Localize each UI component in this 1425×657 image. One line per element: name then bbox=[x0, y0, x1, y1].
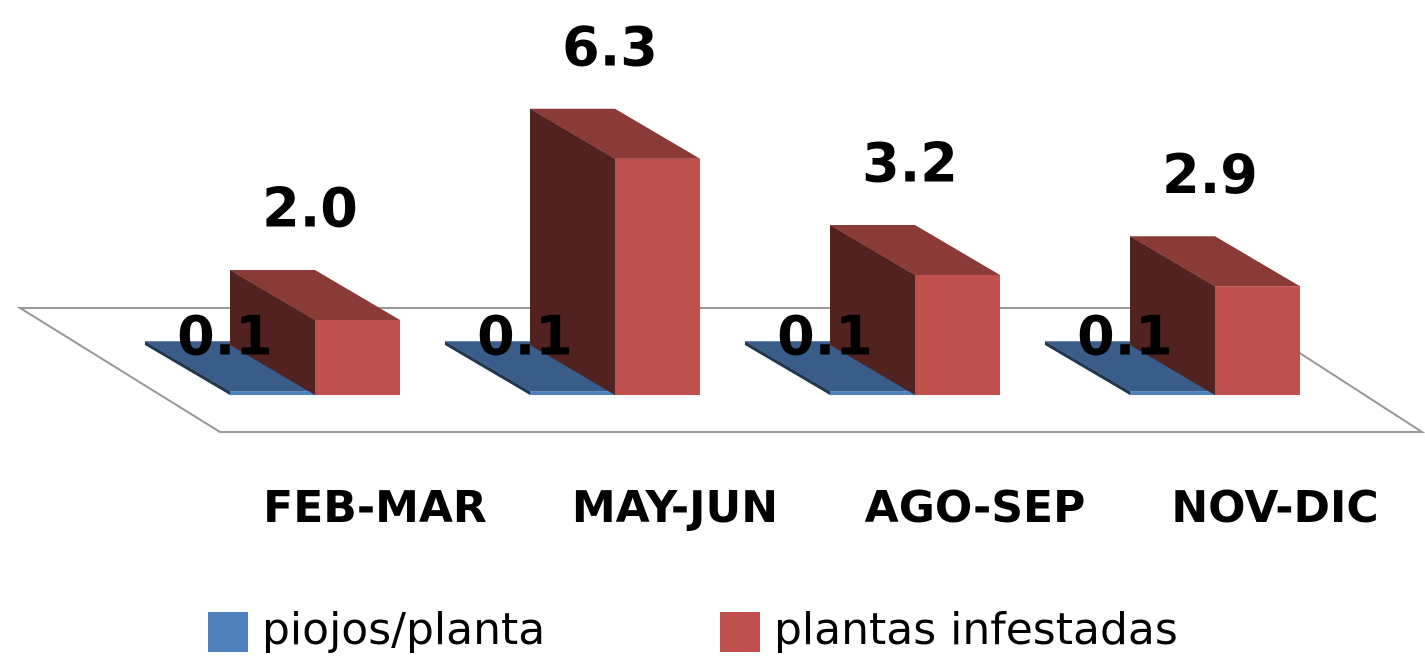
legend-label: plantas infestadas bbox=[774, 604, 1178, 655]
bar bbox=[915, 275, 1000, 395]
legend-label: piojos/planta bbox=[262, 604, 545, 655]
bar bbox=[315, 320, 400, 395]
bar bbox=[830, 391, 915, 395]
x-tick-label: NOV-DIC bbox=[1171, 482, 1378, 533]
bar bbox=[1130, 391, 1215, 395]
data-label: 6.3 bbox=[562, 15, 658, 78]
x-tick-label: FEB-MAR bbox=[263, 482, 487, 533]
bar-top bbox=[230, 270, 400, 320]
data-label: 2.0 bbox=[262, 177, 358, 240]
data-label: 0.1 bbox=[177, 305, 273, 368]
data-label: 0.1 bbox=[777, 305, 873, 368]
legend-swatch bbox=[208, 612, 248, 652]
bar-top bbox=[745, 341, 915, 392]
bar-top bbox=[1045, 341, 1215, 392]
bar-top bbox=[830, 225, 1000, 275]
bar-side bbox=[145, 341, 230, 395]
data-label: 0.1 bbox=[477, 305, 573, 368]
x-tick-label: AGO-SEP bbox=[865, 482, 1086, 533]
bar bbox=[615, 158, 700, 395]
data-label: 3.2 bbox=[862, 132, 958, 195]
legend-swatch bbox=[720, 612, 760, 652]
bar-side bbox=[230, 270, 315, 395]
bar-side bbox=[1130, 236, 1215, 395]
bar bbox=[530, 391, 615, 395]
bar bbox=[230, 391, 315, 395]
bar-side bbox=[745, 341, 830, 395]
data-label: 0.1 bbox=[1077, 305, 1173, 368]
bar-side bbox=[445, 341, 530, 395]
bar-top bbox=[445, 341, 615, 392]
bar-top bbox=[145, 341, 315, 392]
bar-side bbox=[530, 108, 615, 395]
bar bbox=[1215, 286, 1300, 395]
bar-side bbox=[1045, 341, 1130, 395]
bar-top bbox=[530, 108, 700, 159]
bar-side bbox=[830, 225, 915, 395]
data-label: 2.9 bbox=[1162, 143, 1258, 206]
x-tick-label: MAY-JUN bbox=[572, 482, 778, 533]
bar-top bbox=[1130, 236, 1300, 287]
